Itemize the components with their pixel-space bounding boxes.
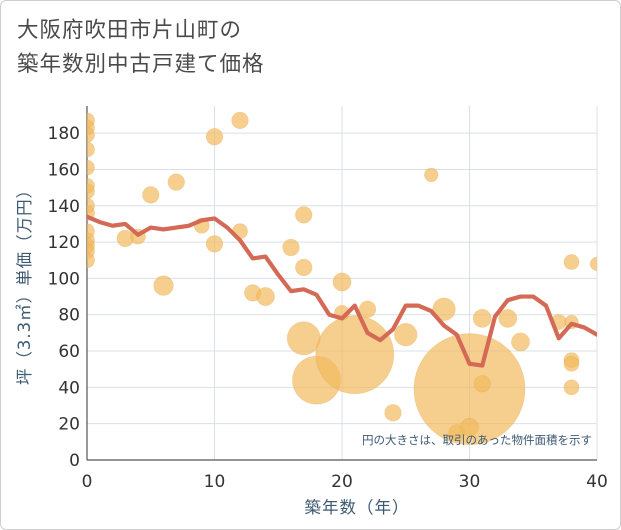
y-tick-label-8: 160 xyxy=(48,160,80,180)
scatter-point-27 xyxy=(295,206,313,224)
scatter-point-26 xyxy=(282,238,300,257)
scatter-point-3 xyxy=(87,141,95,158)
y-tick-label-0: 0 xyxy=(69,451,80,471)
average-price-line xyxy=(87,214,597,368)
x-tick-label-2: 20 xyxy=(331,472,353,492)
scatter-point-16 xyxy=(142,186,160,204)
scatter-point-25 xyxy=(256,287,275,306)
scatter-point-33 xyxy=(315,315,395,395)
scatter-point-34 xyxy=(358,300,377,318)
scatter-point-50 xyxy=(563,355,580,372)
y-tick-label-6: 120 xyxy=(48,233,80,253)
chart-title: 大阪府吹田市片山町の 築年数別中古戸建て価格 xyxy=(17,14,265,82)
scatter-point-44 xyxy=(498,308,518,328)
scatter-point-47 xyxy=(563,254,580,270)
title-line-2: 築年数別中古戸建て価格 xyxy=(17,52,265,77)
x-tick-label-1: 10 xyxy=(204,472,226,492)
scatter-point-38 xyxy=(432,297,456,321)
scatter-point-18 xyxy=(167,173,185,191)
y-tick-label-2: 40 xyxy=(58,378,80,398)
scatter-point-22 xyxy=(231,111,249,130)
title-line-1: 大阪府吹田市片山町の xyxy=(17,18,243,43)
scatter-point-2 xyxy=(87,127,95,143)
y-tick-label-9: 180 xyxy=(48,124,80,144)
size-note: 円の大きさは、取引のあった物件面積を示す xyxy=(362,433,592,447)
x-tick-label-3: 30 xyxy=(459,472,481,492)
scatter-point-52 xyxy=(589,256,597,272)
scatter-point-28 xyxy=(295,258,313,277)
scatter-point-17 xyxy=(153,275,174,296)
y-tick-label-3: 60 xyxy=(58,342,80,362)
x-axis-label: 築年数（年） xyxy=(305,498,410,517)
scatter-point-42 xyxy=(472,308,492,328)
scatter-point-4 xyxy=(87,159,95,176)
y-axis-label: 坪（3.3㎡）単価（万円） xyxy=(15,181,34,385)
tick-labels: 0 10 20 30 40 0 20 40 60 80 100 120 140 160 180 xyxy=(48,124,608,492)
scatter-point-21 xyxy=(205,235,224,253)
y-tick-label-5: 100 xyxy=(48,269,80,289)
scatter-point-35 xyxy=(384,404,402,422)
bubble-layer xyxy=(87,111,597,446)
scatter-point-29 xyxy=(286,321,321,356)
x-tick-label-4: 40 xyxy=(586,472,608,492)
y-tick-label-7: 140 xyxy=(48,197,80,217)
scatter-point-41 xyxy=(460,417,479,437)
y-tick-label-4: 80 xyxy=(58,306,80,326)
scatter-point-13 xyxy=(87,252,95,269)
scatter-point-36 xyxy=(394,323,418,347)
scatter-point-51 xyxy=(563,379,580,396)
scatter-point-20 xyxy=(205,128,224,146)
x-tick-label-0: 0 xyxy=(82,472,93,492)
scatter-point-37 xyxy=(424,167,439,183)
scatter-point-6 xyxy=(87,183,95,200)
y-tick-label-1: 20 xyxy=(58,415,80,435)
trend-layer xyxy=(87,214,597,368)
scatter-point-45 xyxy=(511,332,530,352)
scatter-point-43 xyxy=(473,375,491,393)
scatter-point-31 xyxy=(332,272,352,292)
scatter-point-40 xyxy=(413,333,526,446)
